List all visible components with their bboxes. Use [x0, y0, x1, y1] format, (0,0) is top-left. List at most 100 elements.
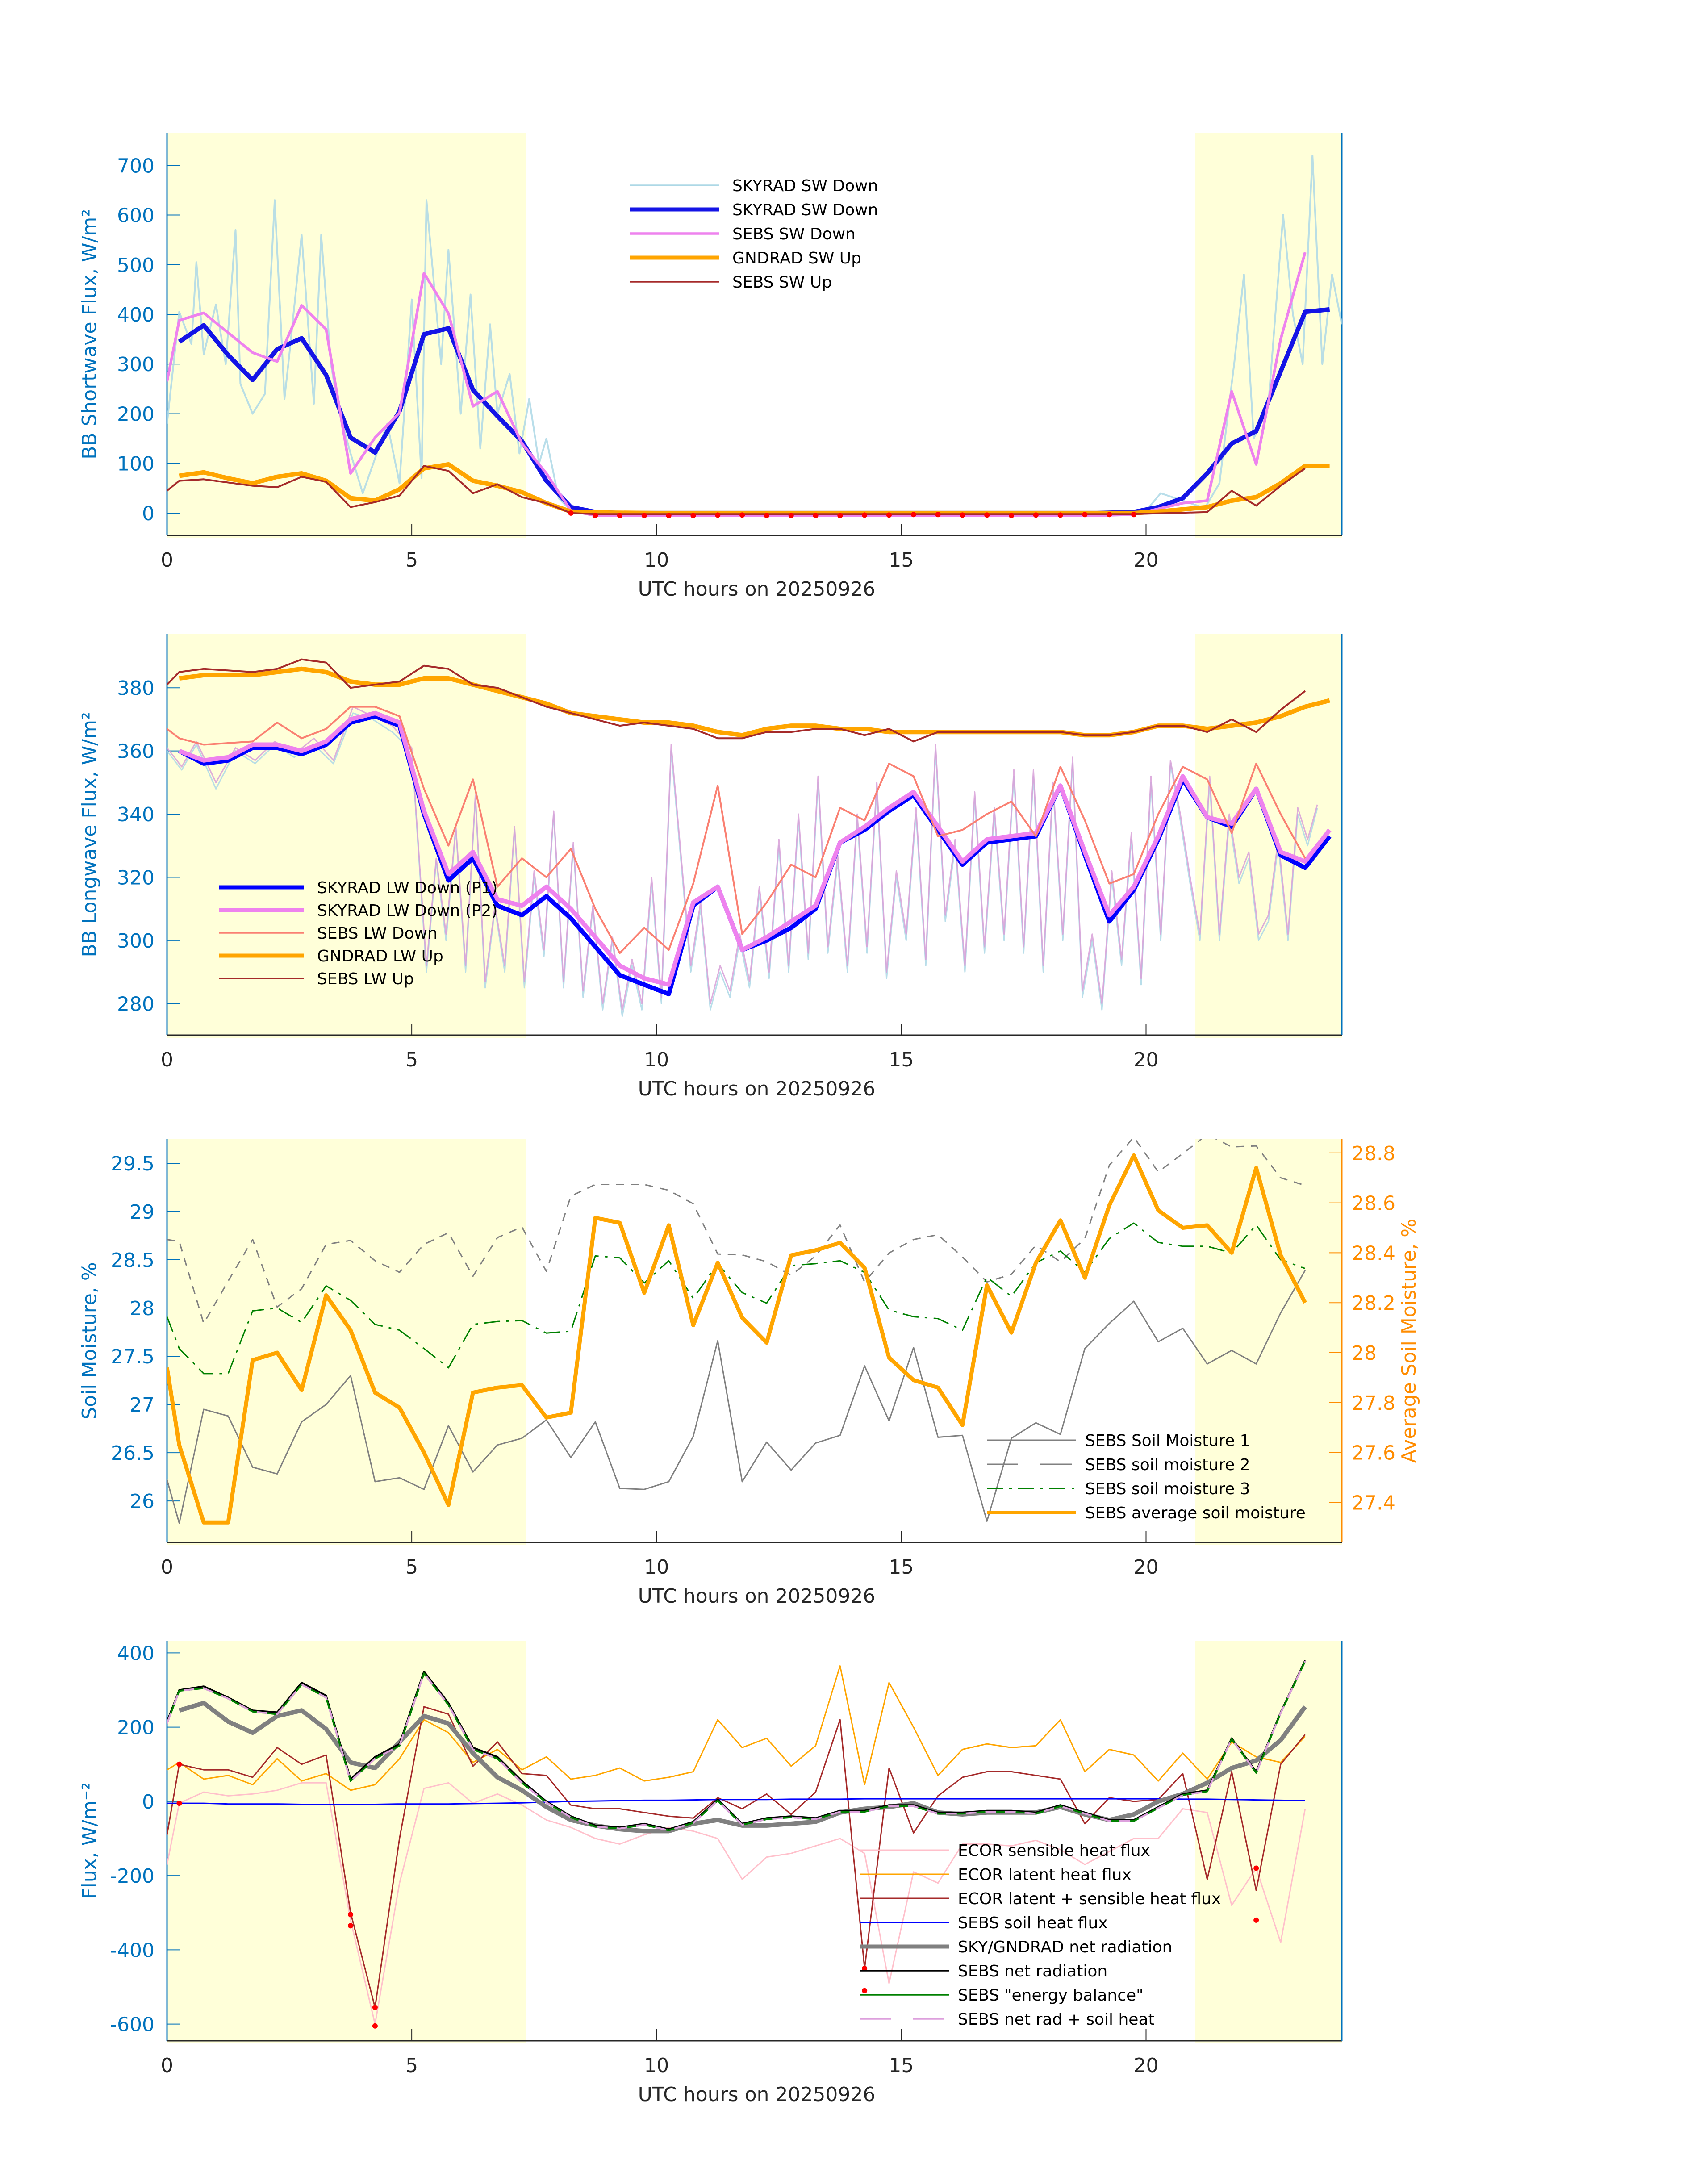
- right-y-tick-label: 27.6: [1352, 1442, 1395, 1465]
- night-shading: [167, 1641, 526, 2043]
- flagged-point: [617, 513, 623, 518]
- flagged-point: [715, 512, 721, 518]
- y-tick-label: 400: [117, 1642, 155, 1665]
- flagged-point: [960, 512, 965, 518]
- panel-shortwave: 0 5 10 15 20 UTC hours on 20250926 0 100 200 300 4…: [78, 133, 1343, 601]
- x-tick-label: 20: [1134, 549, 1159, 572]
- series-line-ecor-sensible-heat-flux: [167, 1782, 1306, 2025]
- legend: SEBS Soil Moisture 1 SEBS soil moisture 2…: [987, 1432, 1306, 1522]
- night-shading: [167, 1139, 526, 1545]
- right-y-tick-label: 28.4: [1352, 1242, 1395, 1265]
- legend-label: SEBS SW Down: [732, 225, 856, 243]
- flagged-point: [935, 512, 941, 518]
- flagged-point: [372, 2023, 378, 2029]
- x-tick-label: 0: [161, 1049, 173, 1071]
- legend-label: SEBS LW Down: [317, 924, 438, 943]
- series-group: [167, 155, 1342, 518]
- x-tick-label: 20: [1134, 1049, 1159, 1071]
- y-tick-label: 26: [129, 1490, 155, 1513]
- x-tick-label: 10: [644, 1049, 669, 1071]
- panel-energy_flux: 0 5 10 15 20 UTC hours on 20250926 -600 -400 -20…: [78, 1641, 1343, 2106]
- y-tick-label: 28: [129, 1297, 155, 1320]
- x-tick-label: 10: [644, 549, 669, 572]
- x-tick-label: 10: [644, 2054, 669, 2077]
- right-y-tick-label: 28.8: [1352, 1142, 1395, 1165]
- right-y-tick-label: 27.8: [1352, 1392, 1395, 1415]
- y-tick-label: 26.5: [111, 1442, 155, 1465]
- flagged-point: [348, 1912, 354, 1918]
- x-tick-label: 15: [889, 1049, 914, 1071]
- flagged-point: [1057, 512, 1063, 518]
- series-line-skyrad-sw-down: [167, 155, 1342, 514]
- legend-label: SKYRAD LW Down (P2): [317, 902, 497, 920]
- y-tick-label: -400: [110, 1939, 155, 1962]
- series-line-skyrad-lw-down-p2: [178, 710, 1332, 987]
- y-tick-label: 0: [142, 502, 155, 525]
- series-line-sebs-net-rad-soil-heat: [167, 1660, 1306, 1831]
- legend-label: SEBS average soil moisture: [1085, 1504, 1306, 1522]
- y-tick-label: 400: [117, 304, 155, 326]
- panel-soil_moisture: 0 5 10 15 20 UTC hours on 20250926 26 26.5 27 27.…: [78, 1139, 1420, 1608]
- y-tick-label: 200: [117, 403, 155, 426]
- legend-label: SKY/GNDRAD net radiation: [958, 1938, 1172, 1956]
- y-tick-label: 500: [117, 254, 155, 277]
- x-tick-label: 20: [1134, 2054, 1159, 2077]
- y-tick-label: 100: [117, 453, 155, 476]
- series-line-sebs-soil-moisture-1: [167, 1270, 1306, 1524]
- y-tick-label: 340: [117, 803, 155, 826]
- legend-label: ECOR latent heat flux: [958, 1866, 1132, 1884]
- y-axis-label: Soil Moisture, %: [78, 1262, 101, 1419]
- night-shading: [1195, 1641, 1342, 2043]
- y-tick-label: 280: [117, 993, 155, 1015]
- series-line-sebs-lw-up: [167, 658, 1306, 743]
- x-tick-label: 20: [1134, 1556, 1159, 1579]
- x-tick-label: 5: [405, 1556, 418, 1579]
- legend-label: SEBS "energy balance": [958, 1986, 1144, 2005]
- y-tick-label: 27: [129, 1394, 155, 1417]
- night-shading: [1195, 634, 1342, 1038]
- legend-label: SEBS soil moisture 2: [1085, 1456, 1250, 1474]
- y-tick-label: 320: [117, 866, 155, 889]
- night-shading: [167, 133, 526, 538]
- series-line-ecor-latent-heat-flux: [167, 1665, 1306, 1791]
- right-y-tick-label: 27.4: [1352, 1492, 1395, 1515]
- legend: SKYRAD SW Down SKYRAD SW Down SEBS SW Down…: [630, 177, 878, 292]
- flagged-point: [1009, 513, 1015, 518]
- flagged-point: [764, 513, 769, 518]
- y-tick-label: 29.5: [111, 1153, 155, 1175]
- flagged-point: [837, 513, 843, 518]
- legend-label: ECOR latent + sensible heat flux: [958, 1890, 1221, 1908]
- flagged-point: [910, 512, 916, 518]
- legend-label: SEBS SW Up: [732, 273, 832, 292]
- legend-label: SEBS net rad + soil heat: [958, 2010, 1155, 2029]
- legend-label: SEBS soil moisture 3: [1085, 1480, 1250, 1498]
- flagged-point: [1107, 512, 1112, 518]
- series-line-sebs-soil-moisture-3: [167, 1222, 1306, 1375]
- flagged-point: [1033, 512, 1039, 518]
- flagged-point: [813, 513, 819, 518]
- flagged-point: [862, 1988, 868, 1993]
- flagged-point: [176, 1801, 182, 1806]
- y-tick-label: 600: [117, 205, 155, 227]
- x-tick-label: 15: [889, 1556, 914, 1579]
- flagged-point: [176, 1761, 182, 1767]
- y-tick-label: 28.5: [111, 1249, 155, 1272]
- flagged-point: [372, 2005, 378, 2010]
- x-tick-label: 10: [644, 1556, 669, 1579]
- x-tick-label: 5: [405, 1049, 418, 1071]
- series-line-sebs-average-soil-moisture: [167, 1153, 1307, 1525]
- series-line-sebs-lw-down: [167, 706, 1306, 954]
- legend-label: SEBS Soil Moisture 1: [1085, 1432, 1250, 1450]
- legend: SKYRAD LW Down (P1) SKYRAD LW Down (P2) SE…: [219, 879, 497, 988]
- right-y-tick-label: 28.6: [1352, 1192, 1395, 1215]
- flagged-point: [593, 513, 598, 518]
- series-line-skyrad-lw-down-p2-detail: [167, 706, 1318, 1011]
- legend-label: GNDRAD LW Up: [317, 947, 443, 965]
- flagged-point: [739, 512, 745, 518]
- flagged-point: [666, 513, 672, 518]
- y-tick-label: 27.5: [111, 1345, 155, 1368]
- x-axis-label: UTC hours on 20250926: [638, 2083, 876, 2106]
- y-tick-label: 360: [117, 740, 155, 763]
- series-group: [167, 1660, 1307, 2029]
- x-tick-label: 5: [405, 549, 418, 572]
